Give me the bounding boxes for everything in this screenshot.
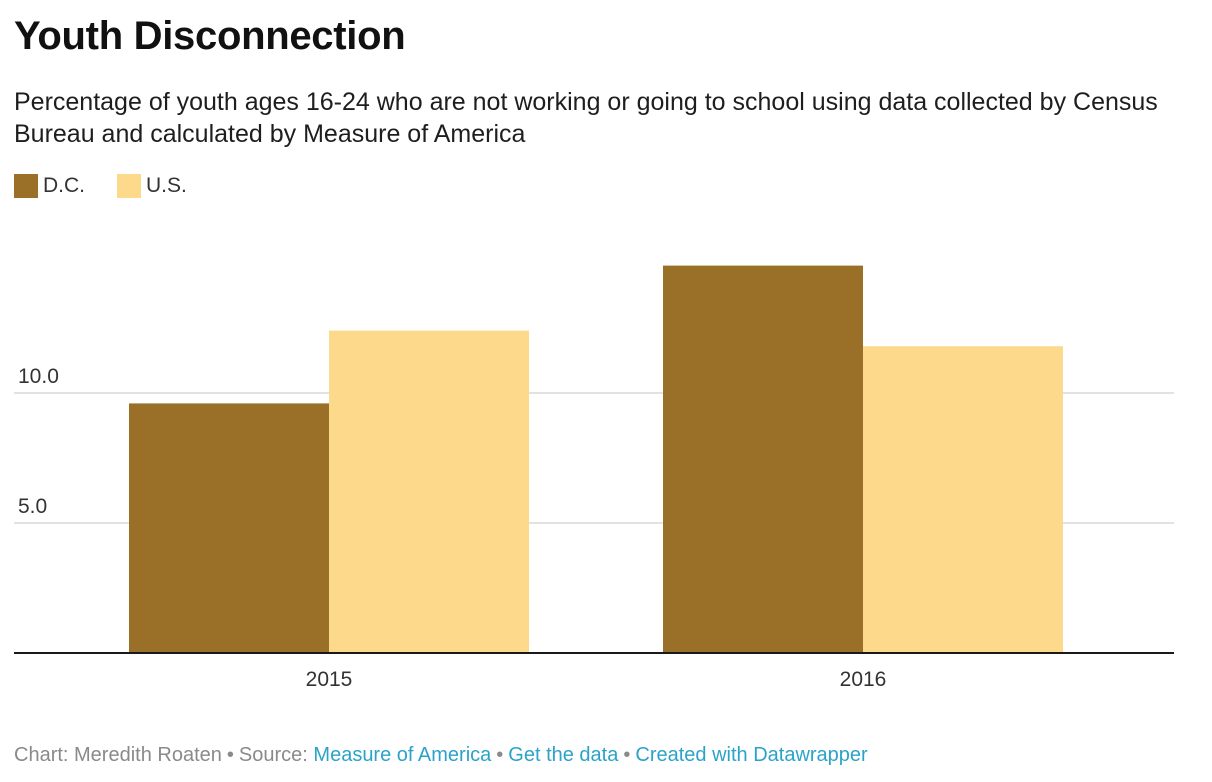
x-tick-label: 2016 <box>840 668 887 691</box>
bar-us-2015 <box>329 330 529 653</box>
source-label: Source: <box>238 744 308 766</box>
get-data-link[interactable]: Get the data <box>508 744 619 766</box>
bar-us-2016 <box>863 346 1063 653</box>
bar-dc-2015 <box>129 403 329 653</box>
y-tick-label: 5.0 <box>18 495 47 518</box>
legend-item-dc: D.C. <box>14 174 85 198</box>
footer-separator: • <box>496 744 504 766</box>
source-link[interactable]: Measure of America <box>313 744 492 766</box>
legend-label-us: U.S. <box>146 174 187 197</box>
chart-credit: Chart: Meredith Roaten <box>14 744 222 766</box>
legend-label-dc: D.C. <box>43 174 85 197</box>
footer-separator: • <box>623 744 631 766</box>
footer: Chart: Meredith Roaten • Source: Measure o… <box>14 744 868 767</box>
legend: D.C. U.S. <box>14 172 219 200</box>
legend-swatch-us <box>117 174 141 198</box>
datawrapper-link[interactable]: Created with Datawrapper <box>635 744 868 766</box>
legend-swatch-dc <box>14 174 38 198</box>
bar-dc-2016 <box>663 265 863 653</box>
y-tick-label: 10.0 <box>18 365 59 388</box>
chart-subtitle: Percentage of youth ages 16-24 who are n… <box>14 88 1158 148</box>
legend-item-us: U.S. <box>117 174 187 198</box>
x-tick-label: 2015 <box>306 668 353 691</box>
footer-separator: • <box>226 744 234 766</box>
chart-title: Youth Disconnection <box>14 14 406 58</box>
bar-chart: 5.0 10.0 2015 2016 <box>14 265 1174 691</box>
